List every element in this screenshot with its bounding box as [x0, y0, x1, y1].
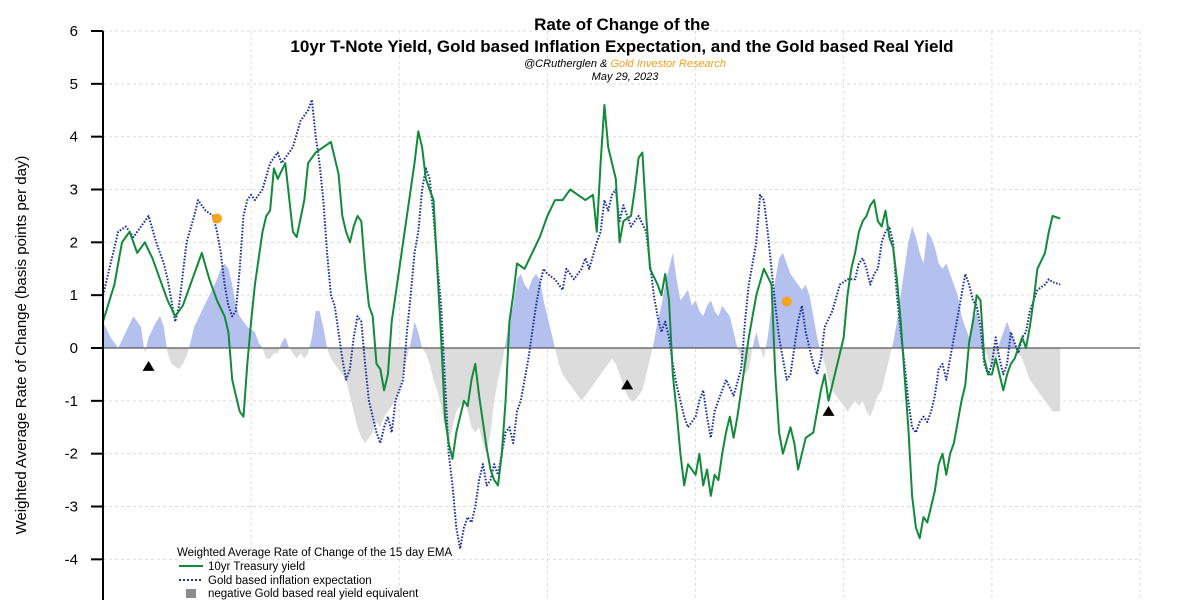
area-positive: [309, 311, 328, 348]
gridlines: [103, 30, 1141, 600]
area-positive: [504, 274, 555, 348]
y-tick-label: 6: [70, 23, 78, 40]
y-tick-label: 5: [70, 76, 78, 93]
chart-markers: [142, 213, 835, 416]
y-axis-label: Weighted Average Rate of Change (basis p…: [13, 156, 30, 535]
credit-brand: Gold Investor Research: [610, 58, 726, 70]
y-axis: 6 5 4 3 2 1 0 -1 -2 -3 -4: [65, 23, 104, 600]
area-negative: [555, 348, 653, 401]
series-line-inflation: [102, 98, 1061, 550]
triangle-marker: [621, 379, 634, 390]
area-positive: [652, 252, 738, 348]
area-positive: [891, 226, 985, 348]
y-tick-label: -3: [65, 499, 78, 516]
area-negative: [166, 348, 189, 370]
area-negative: [1016, 348, 1061, 412]
area-positive: [409, 321, 423, 348]
series-line-treasury: [102, 104, 1061, 540]
dot-marker: [211, 213, 222, 224]
y-tick-label: 4: [70, 129, 78, 146]
legend-label-inflation: Gold based inflation expectation: [208, 575, 372, 587]
chart-credit: @CRutherglen & Gold Investor Research: [524, 58, 726, 70]
area-positive: [765, 252, 820, 348]
y-tick-label: -1: [65, 393, 78, 410]
area-positive: [752, 332, 761, 348]
area-positive: [998, 321, 1017, 348]
area-negative: [819, 348, 892, 417]
y-tick-label: 0: [70, 340, 78, 357]
triangle-marker: [822, 405, 835, 416]
area-negative: [262, 348, 280, 359]
legend-label-real-yield: negative Gold based real yield equivalen…: [208, 588, 419, 600]
legend-title: Weighted Average Rate of Change of the 1…: [177, 547, 452, 559]
y-tick-label: 1: [70, 287, 78, 304]
area-positive: [103, 316, 144, 348]
y-tick-label: 3: [70, 182, 78, 199]
legend-swatch-real-yield: [186, 589, 196, 598]
series-lines: [102, 98, 1061, 550]
area-positive: [279, 337, 290, 348]
area-negative: [760, 348, 766, 359]
y-tick-label: 2: [70, 234, 78, 251]
triangle-marker: [142, 360, 155, 371]
legend-label-treasury: 10yr Treasury yield: [208, 561, 305, 573]
area-positive: [146, 316, 167, 348]
chart-title-line1: Rate of Change of the: [534, 15, 710, 34]
y-tick-label: -2: [65, 446, 78, 463]
area-positive: [188, 263, 263, 348]
y-tick-label: -4: [65, 551, 78, 568]
area-negative: [289, 348, 310, 359]
area-negative: [144, 348, 147, 354]
real-yield-area: [103, 226, 1061, 454]
dot-marker: [781, 296, 792, 307]
chart-title-line2: 10yr T-Note Yield, Gold based Inflation …: [290, 37, 953, 56]
chart-date: May 29, 2023: [592, 71, 660, 83]
legend: Weighted Average Rate of Change of the 1…: [177, 547, 452, 600]
credit-handle: @CRutherglen &: [524, 58, 607, 70]
